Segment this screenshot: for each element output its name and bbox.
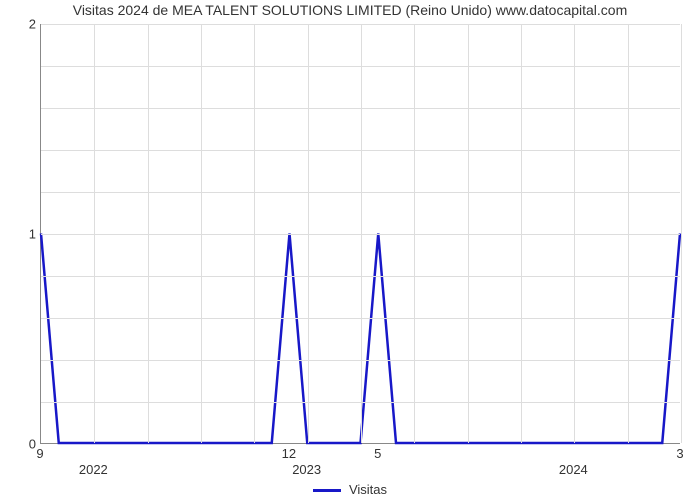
vgrid-line (628, 24, 629, 443)
plot-area (40, 24, 680, 444)
data-point-label: 3 (676, 446, 683, 461)
vgrid-line (361, 24, 362, 443)
vgrid-line (201, 24, 202, 443)
legend-label: Visitas (349, 482, 387, 497)
vgrid-line (254, 24, 255, 443)
y-tick-label: 0 (18, 437, 36, 452)
vgrid-line (308, 24, 309, 443)
x-tick-label: 2024 (559, 462, 588, 477)
vgrid-line (574, 24, 575, 443)
vgrid-line (681, 24, 682, 443)
visits-line-chart: Visitas 2024 de MEA TALENT SOLUTIONS LIM… (0, 0, 700, 500)
data-point-label: 5 (374, 446, 381, 461)
vgrid-line (148, 24, 149, 443)
vgrid-line (414, 24, 415, 443)
data-point-label: 9 (36, 446, 43, 461)
x-tick-label: 2022 (79, 462, 108, 477)
data-point-label: 12 (282, 446, 296, 461)
legend-swatch (313, 489, 341, 492)
x-tick-label: 2023 (292, 462, 321, 477)
y-tick-label: 1 (18, 227, 36, 242)
vgrid-line (94, 24, 95, 443)
chart-title: Visitas 2024 de MEA TALENT SOLUTIONS LIM… (0, 2, 700, 18)
vgrid-line (468, 24, 469, 443)
chart-legend: Visitas (0, 482, 700, 497)
vgrid-line (521, 24, 522, 443)
y-tick-label: 2 (18, 17, 36, 32)
